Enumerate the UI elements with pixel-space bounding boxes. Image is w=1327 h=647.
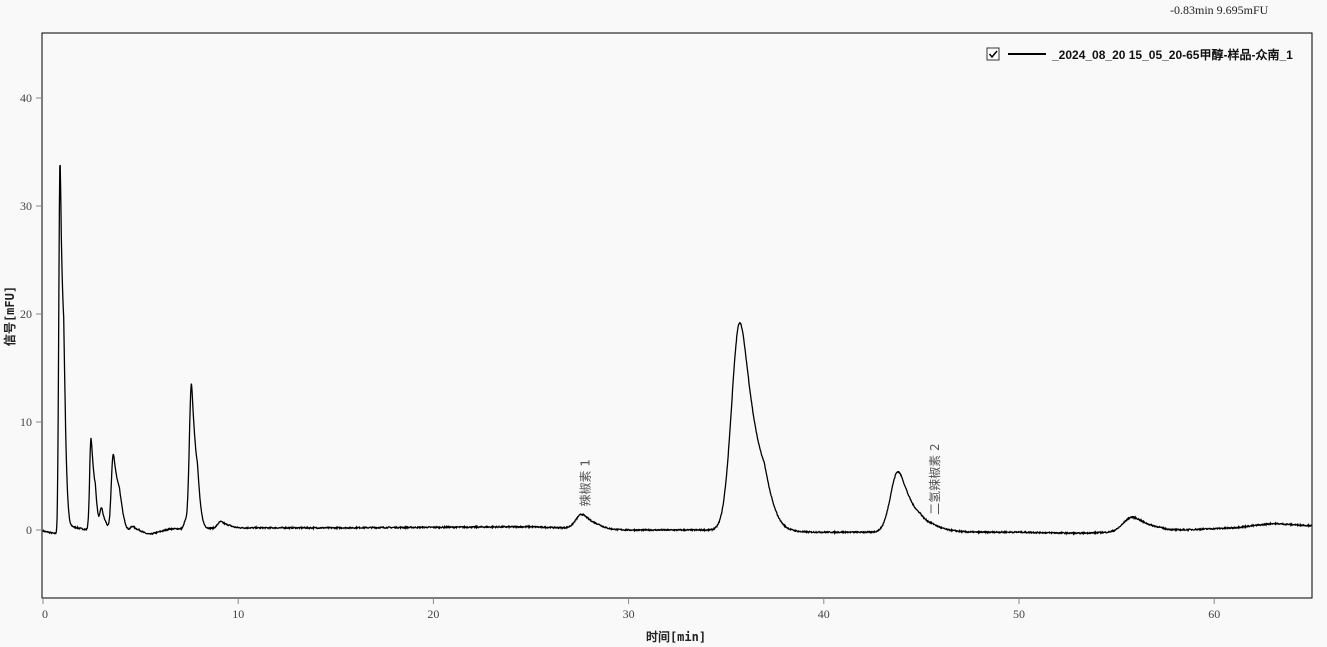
check-icon — [988, 50, 998, 59]
cursor-readout: -0.83min 9.695mFU — [1170, 3, 1269, 17]
y-tick-label: 10 — [20, 415, 32, 429]
y-tick-label: 30 — [20, 199, 32, 213]
legend-entry: _2024_08_20 15_05_20-65甲醇-样品-众南_1 — [1051, 47, 1293, 62]
y-tick-label: 0 — [26, 523, 32, 537]
x-tick-label: 20 — [427, 607, 439, 621]
legend-checkbox[interactable] — [986, 47, 1000, 61]
x-tick-label: 50 — [1013, 607, 1025, 621]
x-tick-label: 40 — [818, 607, 830, 621]
peak-annotation: 二氢辣椒素 2 — [927, 443, 942, 514]
x-tick-label: 30 — [623, 607, 635, 621]
chromatogram-trace — [42, 164, 1312, 536]
x-tick-label: 10 — [232, 607, 244, 621]
x-axis-label: 时间[min] — [646, 629, 706, 644]
x-tick-label: 0 — [42, 607, 48, 621]
legend: _2024_08_20 15_05_20-65甲醇-样品-众南_1 — [986, 47, 1293, 62]
x-tick-label: 60 — [1208, 607, 1220, 621]
peak-annotation: 辣椒素 1 — [579, 459, 593, 506]
y-tick-label: 20 — [20, 307, 32, 321]
plot-area[interactable] — [41, 32, 1313, 599]
y-tick-label: 40 — [20, 91, 32, 105]
y-axis-label: 信号[mFU] — [2, 286, 17, 346]
